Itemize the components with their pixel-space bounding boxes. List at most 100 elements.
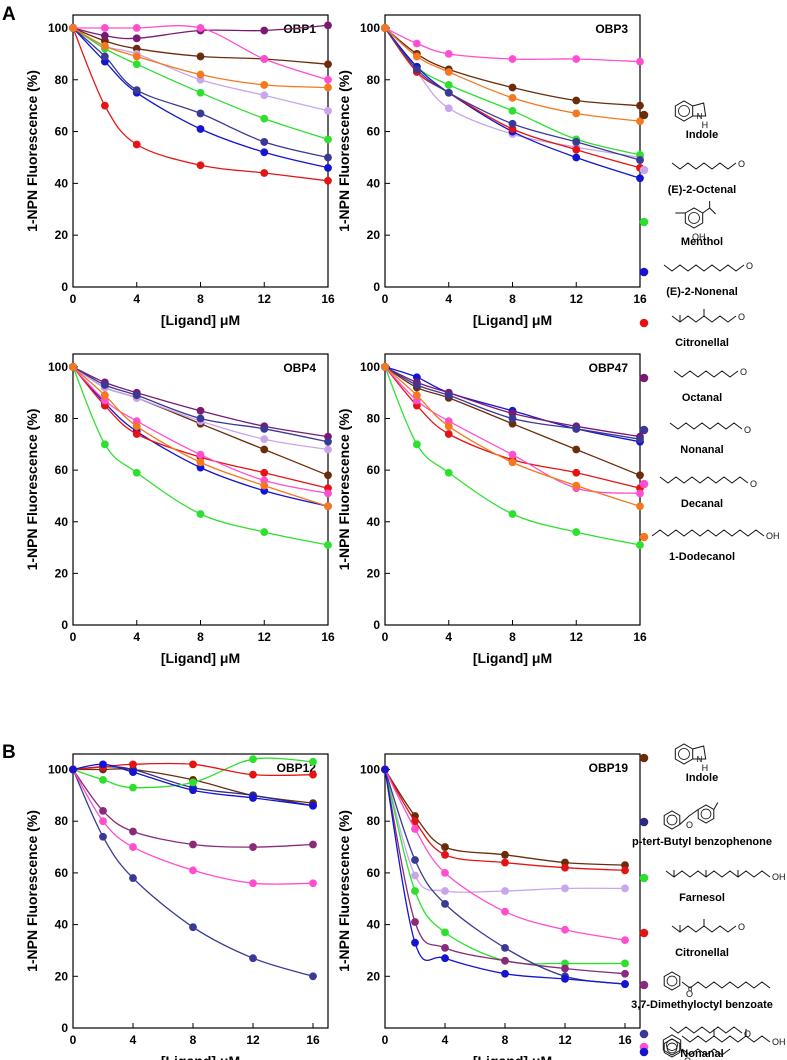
series-line bbox=[384, 769, 626, 985]
x-tick-label: 16 bbox=[306, 1033, 320, 1047]
series-line bbox=[384, 27, 641, 159]
x-axis-label: [Ligand] μM bbox=[161, 650, 240, 666]
legend-marker bbox=[639, 928, 649, 938]
bond-line bbox=[663, 264, 745, 272]
ring bbox=[663, 810, 681, 830]
data-point bbox=[508, 450, 517, 459]
atom-label: OH bbox=[766, 531, 780, 541]
data-point bbox=[196, 109, 205, 118]
data-point bbox=[508, 458, 517, 467]
data-point bbox=[260, 435, 269, 444]
data-point bbox=[99, 806, 107, 815]
y-tick-label: 20 bbox=[55, 969, 69, 983]
legend-label: (E)-2-Octenal bbox=[668, 184, 736, 196]
series-obp19-6 bbox=[381, 765, 629, 945]
data-point bbox=[636, 541, 644, 549]
data-point bbox=[324, 489, 332, 498]
x-tick-label: 16 bbox=[321, 630, 335, 644]
y-tick-label: 60 bbox=[55, 125, 69, 139]
data-point bbox=[411, 817, 419, 826]
y-axis-label: 1-NPN Fluorescence (%) bbox=[336, 409, 352, 571]
data-point bbox=[100, 24, 109, 32]
data-point bbox=[561, 964, 569, 973]
x-tick-label: 12 bbox=[570, 630, 584, 644]
chart-obp4: 0 4 8 12 16 0 20 40 60 80 100 OBP4 [Ligand] μM 1-NPN … bbox=[24, 353, 335, 666]
data-point bbox=[444, 68, 453, 76]
indole-structure: HN bbox=[674, 743, 708, 773]
legend-item: O Citronellal bbox=[639, 919, 745, 959]
butyl-benzoate-structure: O bbox=[663, 1038, 731, 1060]
data-point bbox=[636, 174, 644, 183]
data-point bbox=[572, 138, 581, 146]
legend-item: OH 1-Dodecanol bbox=[639, 529, 780, 563]
data-point bbox=[636, 117, 644, 126]
data-point bbox=[260, 81, 269, 89]
legend-label: 1-Dodecanol bbox=[669, 551, 735, 563]
plot-frame bbox=[384, 753, 641, 1029]
x-tick-label: 8 bbox=[509, 630, 516, 644]
data-point bbox=[129, 783, 137, 792]
data-point bbox=[100, 391, 109, 400]
data-point bbox=[441, 928, 449, 937]
y-tick-label: 0 bbox=[373, 618, 380, 632]
data-point bbox=[572, 145, 581, 154]
data-point bbox=[309, 757, 317, 766]
data-point bbox=[636, 502, 644, 511]
data-point bbox=[381, 363, 389, 371]
y-tick-label: 60 bbox=[55, 866, 69, 880]
data-point bbox=[249, 770, 257, 779]
x-axis-label: [Ligand] μM bbox=[473, 1053, 552, 1060]
data-point bbox=[324, 83, 332, 92]
data-point bbox=[260, 138, 269, 146]
ring bbox=[663, 1038, 681, 1058]
data-point bbox=[441, 954, 449, 963]
data-point bbox=[324, 541, 332, 549]
series-obp4-6 bbox=[69, 363, 332, 446]
legend-item: O Decanal bbox=[639, 476, 757, 510]
data-point bbox=[572, 528, 581, 536]
x-tick-label: 4 bbox=[133, 292, 140, 306]
data-point bbox=[69, 765, 77, 774]
ring bbox=[662, 1034, 682, 1056]
octenal-structure: O bbox=[671, 159, 745, 170]
chart-obp47: 0 4 8 12 16 0 20 40 60 80 100 OBP47 [Ligand] μM 1-NPN… bbox=[336, 353, 647, 666]
atom-label: O bbox=[740, 367, 747, 377]
data-point bbox=[99, 817, 107, 826]
citronellal-structure: O bbox=[671, 919, 745, 933]
series-obp3-6 bbox=[381, 24, 644, 66]
data-point bbox=[501, 887, 509, 895]
data-point bbox=[381, 24, 389, 32]
y-axis-label: 1-NPN Fluorescence (%) bbox=[336, 70, 352, 232]
x-axis-label: [Ligand] μM bbox=[473, 650, 552, 666]
data-point bbox=[411, 887, 419, 895]
data-point bbox=[412, 440, 421, 449]
y-axis-label: 1-NPN Fluorescence (%) bbox=[24, 70, 40, 232]
aromatic-circle bbox=[678, 105, 690, 117]
data-point bbox=[572, 109, 581, 118]
data-point bbox=[100, 31, 109, 40]
y-tick-label: 100 bbox=[360, 360, 380, 374]
x-tick-label: 8 bbox=[502, 1033, 509, 1047]
data-point bbox=[508, 414, 517, 423]
legend-item: O (E)-2-Octenal bbox=[639, 159, 745, 196]
data-point bbox=[69, 363, 77, 371]
data-point bbox=[441, 850, 449, 859]
data-point bbox=[324, 471, 332, 480]
data-point bbox=[508, 510, 517, 518]
series-obp12-4 bbox=[69, 765, 317, 851]
y-tick-label: 0 bbox=[61, 280, 68, 294]
data-point bbox=[621, 866, 629, 875]
y-axis-label: 1-NPN Fluorescence (%) bbox=[24, 810, 40, 972]
bond-line bbox=[665, 870, 771, 878]
x-tick-label: 16 bbox=[633, 292, 647, 306]
bond-line bbox=[669, 422, 743, 430]
aromatic-circle bbox=[666, 975, 678, 987]
y-tick-label: 40 bbox=[55, 176, 69, 190]
data-point bbox=[501, 850, 509, 859]
series-line bbox=[384, 769, 626, 871]
data-point bbox=[189, 866, 197, 875]
ring bbox=[697, 804, 715, 824]
